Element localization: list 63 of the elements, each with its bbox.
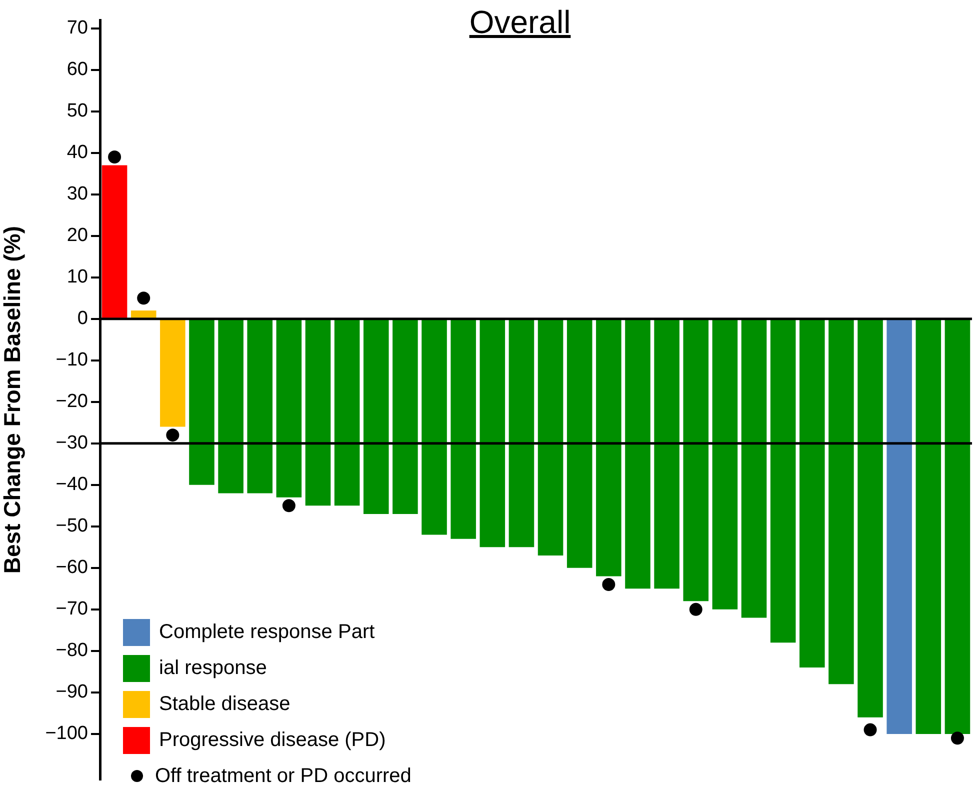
y-tick-label: −20 (56, 391, 88, 412)
bar (422, 320, 447, 535)
bar (712, 320, 738, 610)
bar (770, 320, 796, 643)
bar (916, 320, 942, 734)
bar (858, 320, 883, 718)
y-tick-label: 10 (66, 266, 88, 288)
bar (450, 320, 476, 539)
point (137, 292, 150, 305)
bar (538, 320, 564, 556)
point (689, 602, 702, 616)
y-tick-label: −70 (56, 598, 88, 620)
y-tick-label: −10 (56, 350, 88, 371)
bar (886, 320, 912, 734)
y-tick-label: −30 (56, 432, 88, 454)
legend-label: Progressive disease (PD) (159, 728, 386, 752)
y-tick-label: −90 (56, 682, 88, 703)
bar (944, 320, 970, 734)
y-tick-label: −100 (45, 723, 88, 744)
bar (480, 320, 506, 548)
bar (160, 320, 186, 427)
y-tick-label: −80 (56, 640, 88, 662)
y-tick-label: 50 (66, 100, 88, 122)
y-tick-label: 70 (66, 18, 88, 39)
bar (654, 320, 680, 589)
bar (799, 320, 825, 668)
legend-label: Stable disease (159, 692, 290, 716)
point (602, 578, 616, 592)
y-tick-label: −60 (56, 557, 88, 578)
bar (566, 320, 592, 568)
bar (596, 320, 622, 576)
bar (218, 320, 244, 494)
bar (334, 320, 360, 506)
bar (741, 320, 767, 618)
bar (276, 320, 302, 498)
y-tick-label: 40 (66, 142, 88, 164)
bar (247, 320, 273, 494)
y-tick-label: 60 (66, 59, 88, 80)
y-tick-label: 30 (66, 184, 88, 205)
y-tick-label: −50 (56, 516, 88, 537)
bar (305, 320, 331, 506)
bar (363, 320, 389, 514)
point (864, 723, 877, 736)
y-axis-title: Best Change From Baseline (%) (0, 226, 26, 574)
point (108, 150, 122, 164)
chart-title: Overall (468, 4, 572, 41)
bar (508, 320, 534, 548)
legend-label: ial response (159, 656, 267, 680)
y-tick-label: 0 (77, 308, 88, 330)
bar (130, 310, 156, 318)
y-tick-label: −40 (56, 474, 88, 496)
legend-label: Complete response Part (159, 620, 375, 644)
bar (189, 320, 214, 485)
point (950, 732, 964, 745)
bar (828, 320, 854, 684)
bar (625, 320, 650, 589)
bar (683, 320, 709, 602)
bar (102, 165, 128, 318)
point (166, 428, 180, 442)
y-tick-label: 20 (66, 225, 88, 246)
bar (392, 320, 418, 514)
legend-label: Off treatment or PD occurred (155, 764, 412, 788)
point (282, 499, 296, 512)
